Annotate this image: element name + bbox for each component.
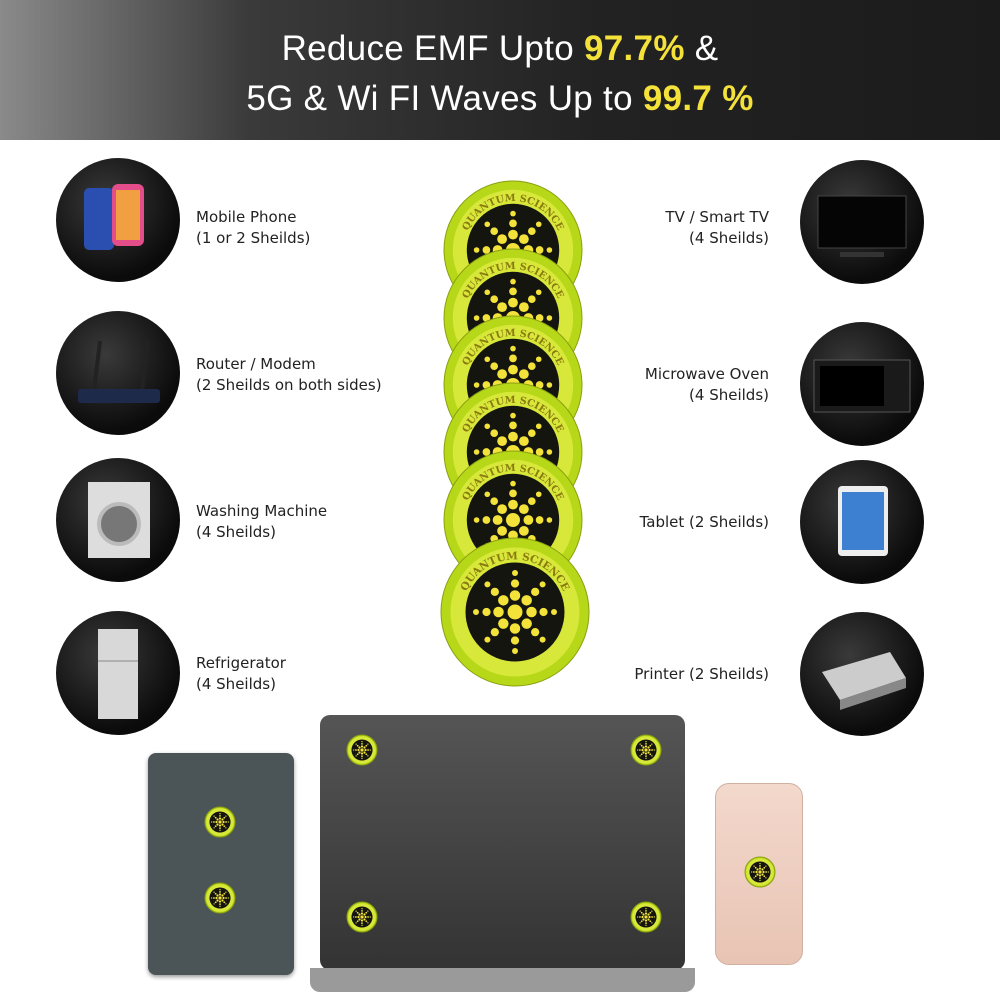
tv-icon [800, 160, 924, 284]
headline-banner: Reduce EMF Upto 97.7% & 5G & Wi FI Waves… [0, 0, 1000, 140]
shield-sticker-icon [204, 882, 236, 914]
label-refrigerator: Refrigerator (4 Sheilds) [196, 654, 286, 693]
tablet-with-shields [148, 753, 294, 975]
headline-line-1: Reduce EMF Upto 97.7% & [281, 29, 719, 68]
shield-sticker-icon [630, 901, 662, 933]
mobile-phone-icon [56, 158, 180, 282]
shield-sticker-icon [346, 901, 378, 933]
router-icon [56, 311, 180, 435]
headline-line-2: 5G & Wi FI Waves Up to 99.7 % [246, 79, 754, 118]
label-mobile-phone: Mobile Phone (1 or 2 Sheilds) [196, 208, 311, 247]
microwave-icon [800, 322, 924, 446]
shield-sticker-icon [346, 734, 378, 766]
shield-sticker-icon [630, 734, 662, 766]
label-tv: TV / Smart TV (4 Sheilds) [665, 208, 769, 247]
refrigerator-icon [56, 611, 180, 735]
shield-sticker-icon [744, 856, 776, 888]
shield-sticker-icon [204, 806, 236, 838]
shield-sticker-icon: QUANTUM SCIENCE [440, 537, 590, 687]
label-printer: Printer (2 Sheilds) [634, 665, 769, 683]
label-microwave: Microwave Oven (4 Sheilds) [644, 365, 769, 404]
laptop-with-shields [320, 715, 685, 970]
printer-icon [800, 612, 924, 736]
label-tablet: Tablet (2 Sheilds) [639, 513, 769, 531]
laptop-base [310, 968, 695, 992]
label-washing-machine: Washing Machine (4 Sheilds) [196, 502, 328, 541]
label-router: Router / Modem (2 Sheilds on both sides) [196, 355, 382, 394]
tablet-icon [800, 460, 924, 584]
washing-machine-icon [56, 458, 180, 582]
